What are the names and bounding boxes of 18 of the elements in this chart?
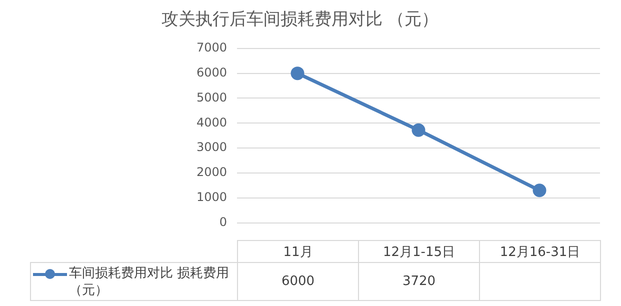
point	[532, 184, 546, 198]
legend-label: 车间损耗费用对比 损耗费用（元）	[69, 264, 230, 298]
data-label: 6000	[238, 262, 358, 300]
y-tick-label: 5000	[196, 90, 227, 104]
x-tick-label: 12月1-15日	[358, 240, 480, 262]
y-tick-label: 3000	[196, 140, 227, 154]
point	[290, 66, 304, 80]
x-tick-label: 11月	[238, 240, 358, 262]
chart-title: 攻关执行后车间损耗费用对比 （元）	[161, 10, 439, 30]
y-tick-label: 1000	[196, 190, 227, 204]
x-tick-label: 12月16-31日	[480, 240, 600, 262]
y-tick-label: 4000	[196, 115, 227, 130]
data-label: 3720	[358, 262, 480, 300]
y-tick-label: 7000	[196, 40, 227, 55]
y-tick-label: 2000	[196, 165, 227, 180]
y-tick-label: 6000	[196, 65, 227, 80]
y-tick-label: 0	[219, 214, 227, 229]
point	[412, 123, 426, 137]
